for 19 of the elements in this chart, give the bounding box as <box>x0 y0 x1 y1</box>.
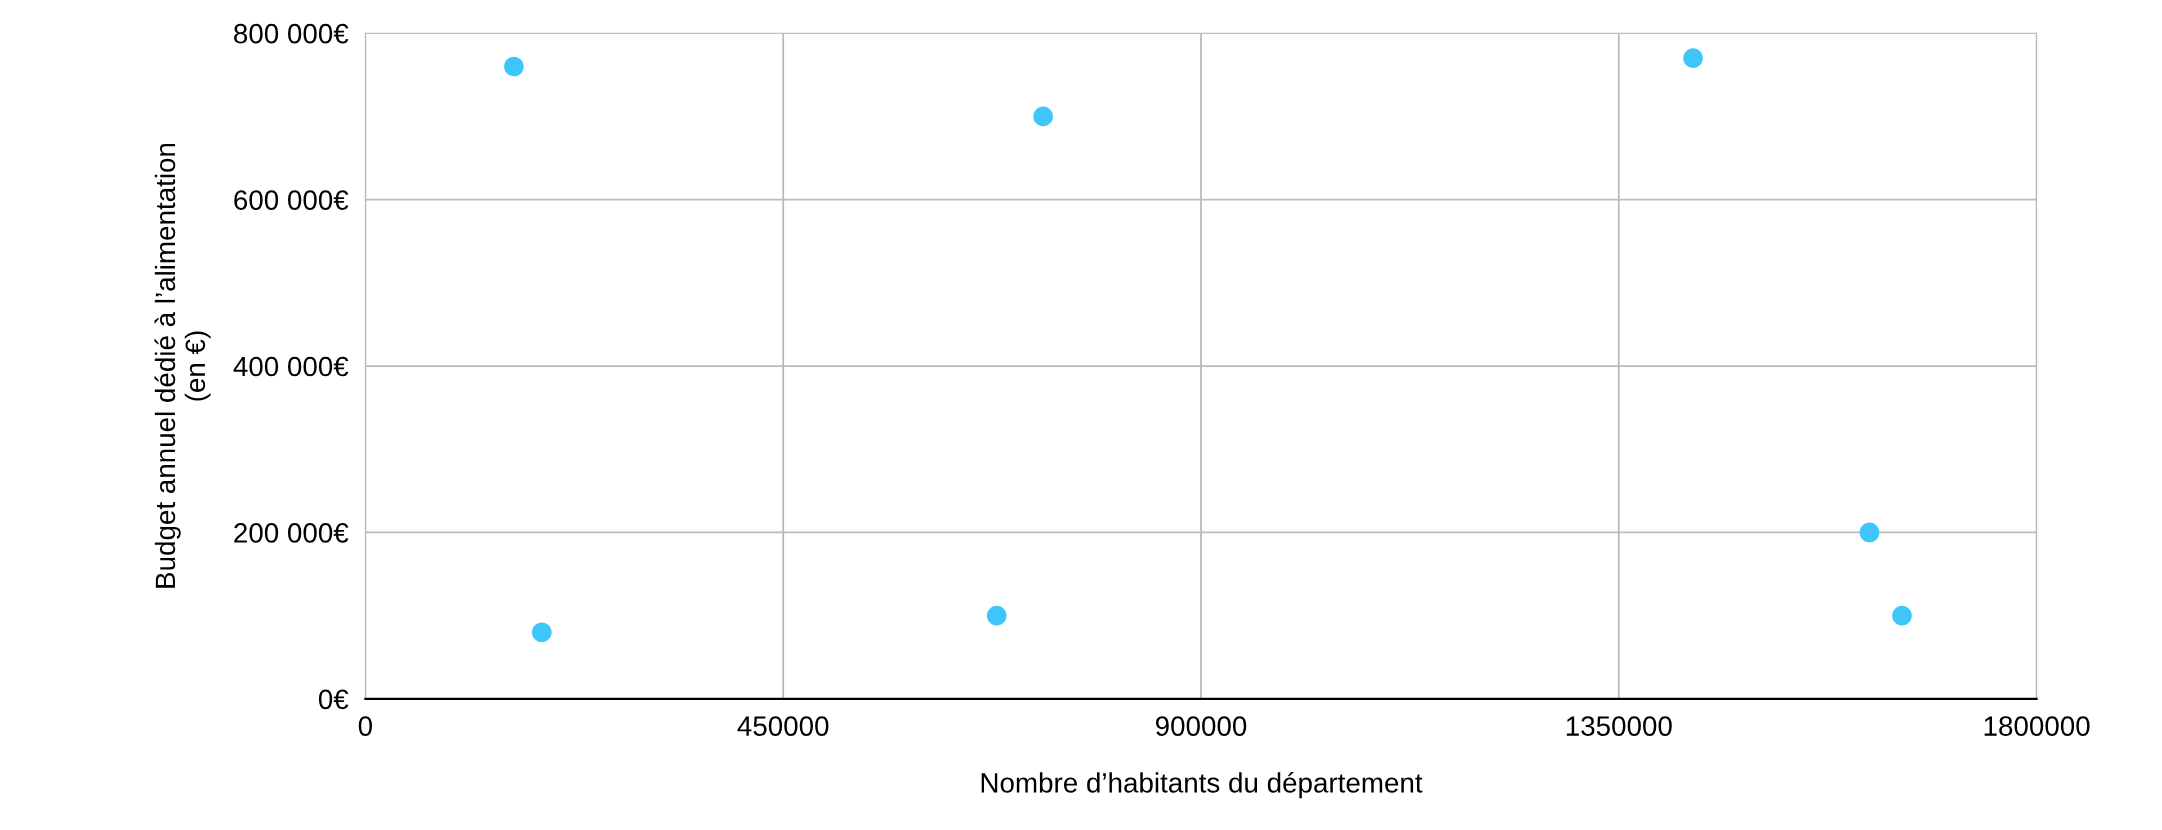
point <box>504 56 524 77</box>
x-tick-label: 1800000 <box>1984 716 2090 736</box>
x-tick-label: 0 <box>358 716 373 736</box>
point <box>1683 48 1703 68</box>
point <box>1859 522 1880 543</box>
x-tick-label: 1350000 <box>1566 716 1672 736</box>
y-tick-label: 800 000€ <box>234 23 349 44</box>
point <box>1892 605 1912 626</box>
y-axis-title: Budget annuel dédié à l’alimentation (en €) <box>154 143 211 588</box>
x-tick-label: 900000 <box>1155 716 1247 736</box>
point <box>986 605 1007 626</box>
x-tick-label: 450000 <box>737 716 829 736</box>
x-axis-title: Nombre d’habitants du département <box>981 771 1423 799</box>
point <box>531 622 552 643</box>
y-tick-label: 200 000€ <box>234 523 349 543</box>
y-tick-label: 400 000€ <box>233 356 349 377</box>
y-tick-label: 0€ <box>318 689 349 710</box>
point <box>1033 106 1053 127</box>
y-tick-label: 600 000€ <box>234 190 349 210</box>
